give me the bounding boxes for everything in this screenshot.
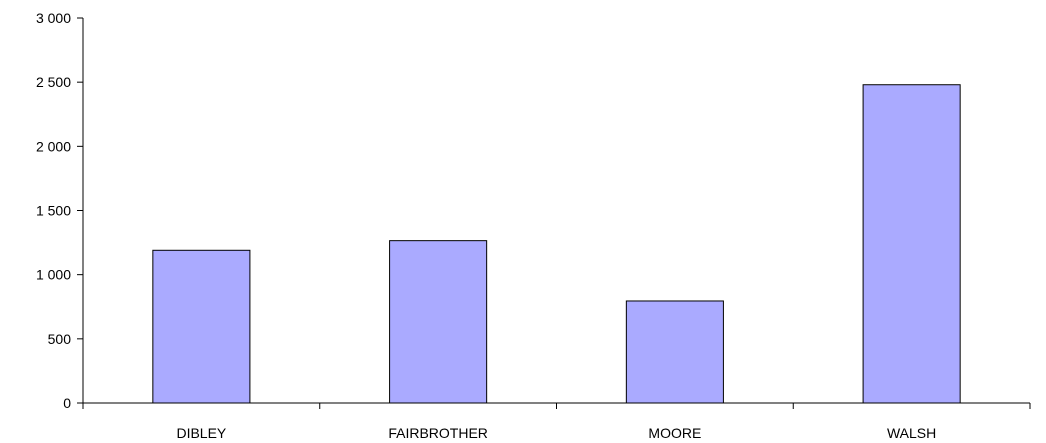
y-tick-label: 500	[48, 331, 72, 347]
bars	[152, 84, 961, 404]
y-axis: 0 500 1 000 1 500 2 000 2 500 3 000	[36, 10, 84, 411]
x-tick-label: MOORE	[648, 425, 701, 441]
y-tick-label: 2 000	[36, 138, 71, 154]
y-tick-label: 1 500	[36, 203, 71, 219]
bar-walsh	[862, 84, 961, 404]
x-axis: DIBLEY FAIRBROTHER MOORE WALSH	[82, 402, 1031, 441]
x-tick-label: WALSH	[887, 425, 936, 441]
y-tick-label: 2 500	[36, 74, 71, 90]
y-tick-label: 3 000	[36, 10, 71, 26]
x-tick-label: FAIRBROTHER	[388, 425, 488, 441]
y-tick-label: 0	[63, 395, 71, 411]
bar-fairbrother	[389, 240, 488, 404]
bar-dibley	[152, 249, 251, 404]
bar-moore	[625, 300, 724, 404]
y-tick-label: 1 000	[36, 267, 71, 283]
x-tick-label: DIBLEY	[176, 425, 226, 441]
